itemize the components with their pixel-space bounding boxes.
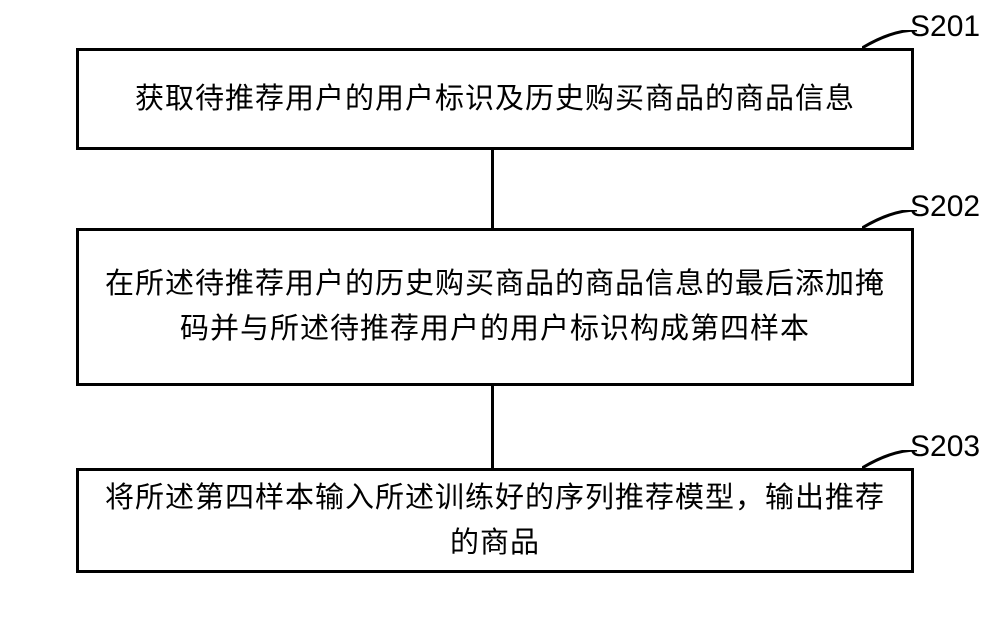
step-2-text: 在所述待推荐用户的历史购买商品的商品信息的最后添加掩码并与所述待推荐用户的用户标… — [79, 262, 911, 352]
flowchart-step-2: 在所述待推荐用户的历史购买商品的商品信息的最后添加掩码并与所述待推荐用户的用户标… — [76, 228, 914, 386]
step-1-text: 获取待推荐用户的用户标识及历史购买商品的商品信息 — [115, 77, 875, 122]
step-label-1: S201 — [910, 10, 980, 44]
step-label-2: S202 — [910, 190, 980, 224]
flowchart-step-1: 获取待推荐用户的用户标识及历史购买商品的商品信息 — [76, 48, 914, 150]
step-3-text: 将所述第四样本输入所述训练好的序列推荐模型，输出推荐的商品 — [79, 476, 911, 566]
flowchart-container: 获取待推荐用户的用户标识及历史购买商品的商品信息 S201 在所述待推荐用户的历… — [0, 0, 1000, 638]
flowchart-step-3: 将所述第四样本输入所述训练好的序列推荐模型，输出推荐的商品 — [76, 468, 914, 573]
connector-1-2 — [491, 150, 494, 228]
step-label-3: S203 — [910, 430, 980, 464]
connector-2-3 — [491, 386, 494, 468]
